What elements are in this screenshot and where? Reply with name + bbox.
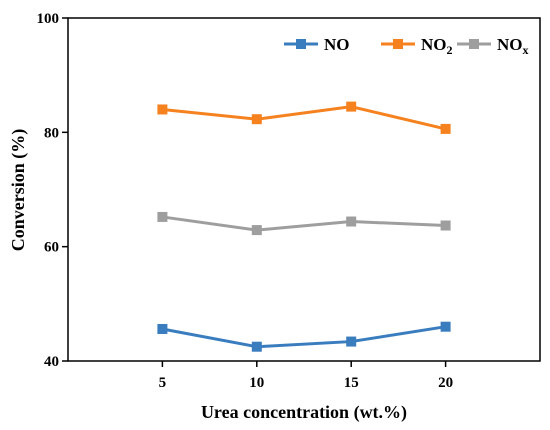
legend-label-base: NO: [324, 35, 350, 54]
data-point-no2: [251, 114, 262, 125]
y-axis-ticks: 40 60 80 100: [37, 11, 68, 370]
x-tick-label: 10: [249, 375, 264, 391]
legend-marker-no2: [393, 39, 403, 49]
data-point-no: [346, 336, 357, 347]
x-tick-label: 15: [344, 375, 359, 391]
y-tick-label: 40: [44, 354, 59, 370]
plot-frame: [67, 17, 541, 362]
data-point-nox: [157, 211, 168, 222]
y-tick-label: 100: [37, 11, 60, 27]
x-tick-label: 5: [159, 375, 167, 391]
data-point-no: [157, 323, 168, 334]
legend-label-no2: NO2: [421, 35, 453, 57]
x-axis-ticks: 5 10 15 20: [159, 361, 453, 391]
legend-marker-no: [296, 39, 306, 49]
legend-label-nox: NOx: [497, 35, 529, 57]
y-tick-label: 60: [44, 240, 59, 256]
legend-label-no: NO: [324, 35, 350, 54]
x-tick-label: 20: [438, 375, 453, 391]
series-layer: [157, 101, 451, 352]
data-point-nox: [251, 225, 262, 236]
y-axis-title: Conversion (%): [8, 129, 29, 252]
y-tick-label: 80: [44, 125, 59, 141]
data-point-nox: [346, 216, 357, 227]
data-point-no: [251, 341, 262, 352]
legend-marker-nox: [469, 39, 479, 49]
series-line-nox: [162, 215, 446, 232]
data-point-no2: [346, 101, 357, 112]
data-point-no2: [440, 123, 451, 134]
legend-label-base: NO: [421, 35, 447, 54]
data-point-no: [440, 321, 451, 332]
legend-label-subscript: 2: [447, 43, 453, 57]
legend-label-base: NO: [497, 35, 523, 54]
x-axis-title: Urea concentration (wt.%): [201, 402, 407, 423]
data-point-nox: [440, 220, 451, 231]
series-line-no2: [162, 105, 446, 131]
data-point-no2: [157, 104, 168, 115]
legend: NO NO2 NOx: [284, 35, 529, 57]
legend-label-subscript: x: [523, 43, 529, 57]
series-line-no: [162, 325, 446, 349]
